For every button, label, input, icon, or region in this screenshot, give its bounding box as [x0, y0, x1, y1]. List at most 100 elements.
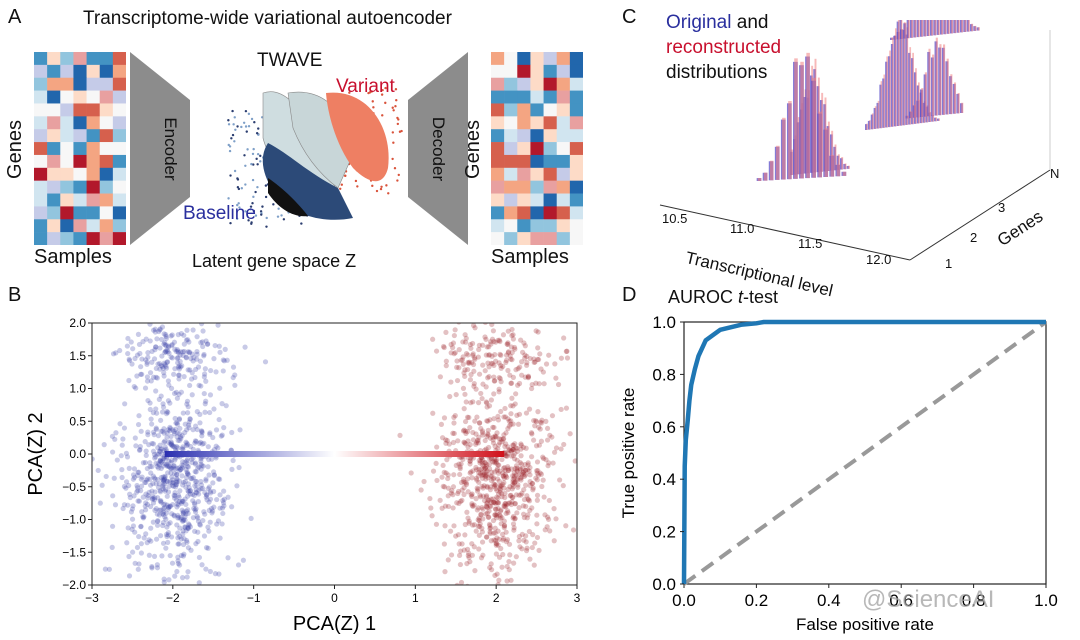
scatter-point-baseline	[76, 399, 81, 404]
scatter-point-baseline	[188, 443, 194, 450]
heatmap-cell	[569, 219, 583, 233]
scatter-point-variant	[551, 506, 557, 512]
heatmap-cell	[504, 142, 518, 156]
scatter-point-baseline	[165, 504, 172, 510]
scatter-point-variant	[529, 505, 535, 511]
scatter-point-variant	[466, 550, 472, 556]
scatter-point-variant	[502, 405, 508, 412]
latent-point	[236, 178, 240, 181]
scatter-point-baseline	[106, 566, 112, 572]
scatter-point-variant	[521, 487, 527, 493]
scatter-point-baseline	[189, 475, 195, 482]
scatter-point-baseline	[153, 374, 159, 380]
scatter-point-baseline	[180, 528, 186, 534]
latent-point	[250, 222, 253, 225]
scatter-point-baseline	[148, 470, 154, 476]
scatter-point-variant	[452, 413, 458, 419]
right-genes-label: Genes	[461, 120, 484, 179]
scatter-point-baseline	[160, 478, 166, 484]
scatter-point-variant	[437, 497, 443, 503]
scatter-point-variant	[510, 421, 516, 427]
scatter-point-variant	[397, 432, 403, 438]
scatter-point-baseline	[211, 472, 217, 479]
scatter-point-baseline	[155, 461, 162, 467]
scatter-point-baseline	[165, 427, 171, 433]
scatter-point-baseline	[186, 484, 192, 491]
heatmap-cell	[530, 167, 544, 181]
scatter-point-baseline	[129, 516, 136, 522]
scatter-point-baseline	[130, 476, 137, 482]
scatter-point-baseline	[209, 510, 215, 516]
scatter-point-baseline	[214, 521, 220, 527]
scatter-point-baseline	[192, 468, 198, 475]
scatter-point-variant	[461, 406, 467, 412]
heatmap-cell	[491, 52, 505, 66]
scatter-point-variant	[505, 467, 512, 474]
scatter-point-baseline	[126, 465, 132, 471]
scatter-point-baseline	[160, 455, 166, 462]
scatter-point-baseline	[161, 373, 167, 379]
scatter-point-baseline	[158, 446, 164, 452]
scatter-point-variant	[510, 447, 516, 453]
scatter-point-baseline	[167, 503, 173, 509]
scatter-point-variant	[501, 535, 507, 542]
scatter-point-baseline	[195, 465, 201, 471]
scatter-point-variant	[447, 393, 453, 400]
scatter-point-variant	[491, 460, 498, 466]
scatter-point-baseline	[168, 354, 174, 360]
y-tick-label: 2.0	[69, 316, 86, 330]
scatter-point-baseline	[221, 496, 227, 502]
scatter-point-variant	[474, 438, 481, 444]
scatter-point-variant	[497, 485, 503, 492]
scatter-point-variant	[451, 523, 457, 529]
latent-point	[251, 152, 255, 156]
scatter-point-variant	[476, 473, 482, 479]
scatter-point-baseline	[184, 398, 191, 404]
scatter-point-variant	[497, 468, 503, 474]
scatter-point-variant	[482, 465, 488, 471]
scatter-point-baseline	[113, 430, 119, 436]
scatter-point-baseline	[230, 374, 236, 381]
scatter-point-variant	[477, 492, 483, 498]
scatter-point-variant	[455, 488, 462, 495]
latent-point	[397, 173, 400, 177]
scatter-point-baseline	[193, 509, 199, 515]
scatter-point-variant	[533, 380, 539, 386]
heatmap-cell	[47, 103, 61, 117]
scatter-point-baseline	[97, 500, 103, 506]
scatter-point-variant	[537, 470, 543, 476]
scatter-point-variant	[508, 501, 514, 508]
scatter-point-variant	[467, 441, 473, 448]
scatter-point-baseline	[187, 416, 193, 422]
scatter-point-baseline	[160, 401, 166, 407]
scatter-point-baseline	[195, 518, 202, 524]
scatter-point-variant	[460, 339, 466, 345]
scatter-point-variant	[542, 527, 548, 533]
scatter-point-baseline	[211, 447, 218, 453]
scatter-point-baseline	[160, 428, 166, 434]
heatmap-cell	[569, 129, 583, 143]
scatter-point-baseline	[180, 511, 187, 517]
scatter-point-variant	[470, 429, 476, 436]
latent-point	[391, 131, 395, 134]
scatter-point-baseline	[139, 509, 145, 515]
scatter-point-variant	[509, 499, 515, 505]
histogram-bar-reconstructed	[904, 22, 907, 39]
scatter-point-baseline	[169, 342, 175, 349]
scatter-point-variant	[448, 552, 455, 558]
scatter-point-baseline	[204, 492, 210, 498]
latent-point	[237, 187, 241, 191]
scatter-point-baseline	[158, 507, 164, 513]
scatter-point-variant	[534, 521, 540, 527]
heatmap-cell	[504, 219, 518, 233]
scatter-point-variant	[500, 465, 507, 471]
scatter-point-baseline	[196, 491, 202, 497]
scatter-point-baseline	[190, 604, 195, 609]
panel-a-letter: A	[8, 6, 22, 28]
scatter-point-baseline	[195, 529, 201, 535]
scatter-point-baseline	[164, 359, 171, 365]
scatter-point-variant	[487, 417, 493, 423]
heatmap-cell	[47, 64, 61, 79]
scatter-point-baseline	[176, 376, 182, 382]
scatter-point-variant	[453, 391, 459, 398]
